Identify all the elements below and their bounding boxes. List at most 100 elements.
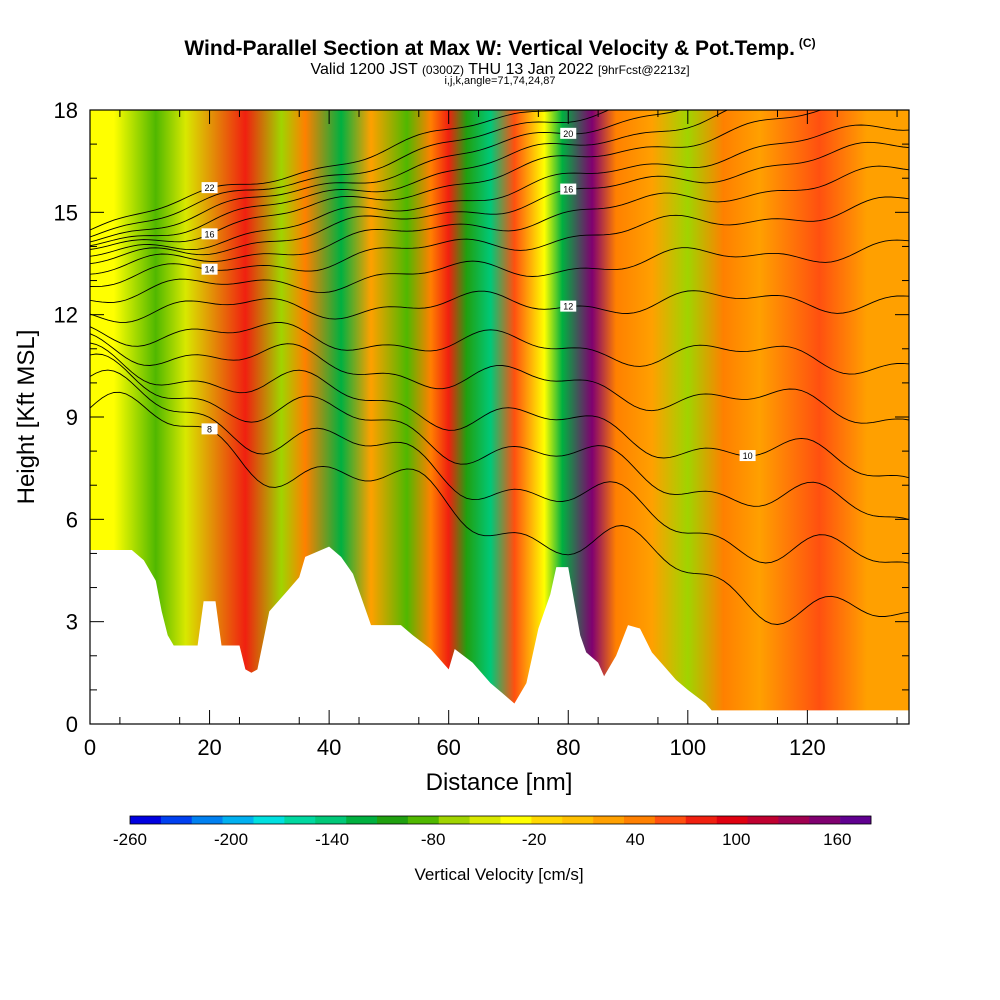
y-tick-label: 18 [54, 98, 78, 123]
velocity-field [90, 110, 909, 724]
theta-contour [90, 165, 909, 275]
theta-contour [90, 353, 909, 521]
colorbar-tick-label: 160 [823, 830, 851, 849]
contour-label: 16 [201, 228, 218, 240]
colorbar-swatch [624, 816, 656, 824]
chart-title-text: Wind-Parallel Section at Max W: Vertical… [184, 37, 795, 60]
x-tick-label: 80 [556, 735, 580, 760]
colorbar-swatch [747, 816, 779, 824]
colorbar-tick-label: -260 [113, 830, 147, 849]
x-tick-label: 100 [669, 735, 706, 760]
colorbar-tick-label: 40 [626, 830, 645, 849]
contour-label-text: 22 [205, 183, 215, 193]
colorbar-swatch [130, 816, 162, 824]
theta-contours: 8 10 12 14 16 16 20 22 [90, 110, 909, 625]
colorbar-title: Vertical Velocity [cm/s] [414, 865, 583, 884]
colorbar-swatch [346, 816, 378, 824]
theta-contour [90, 110, 682, 243]
theta-contour [90, 391, 909, 625]
section-params: i,j,k,angle=71,74,24,87 [444, 75, 556, 87]
theta-contour [90, 110, 610, 238]
contour-label-text: 16 [563, 185, 573, 195]
colorbar-swatch [438, 816, 470, 824]
y-tick-label: 3 [66, 610, 78, 635]
valid-time: Valid 1200 JST [310, 61, 418, 78]
colorbar-swatch [160, 816, 193, 824]
colorbar-swatch [377, 816, 409, 824]
colorbar-swatch [778, 816, 810, 824]
theta-contour [90, 322, 909, 375]
colorbar-swatch [500, 816, 532, 824]
x-tick-label: 120 [789, 735, 826, 760]
colorbar-tick-label: -140 [315, 830, 349, 849]
x-tick-label: 0 [84, 735, 96, 760]
colorbar-tick-label: -200 [214, 830, 248, 849]
y-tick-label: 0 [66, 712, 78, 737]
terrain [90, 546, 909, 724]
theta-contour [90, 196, 909, 288]
axes: 0 20 40 60 80 100 120 0 3 6 9 12 15 18 [54, 98, 909, 760]
valid-date: THU 13 Jan 2022 [468, 61, 594, 78]
copyright-mark: (C) [798, 36, 816, 50]
colorbar-swatch [562, 816, 594, 824]
y-tick-label: 15 [54, 200, 78, 225]
colorbar-swatch [654, 816, 687, 824]
contour-label: 14 [201, 263, 218, 275]
x-tick-label: 40 [317, 735, 341, 760]
chart-subtitle: Valid 1200 JST (0300Z) THU 13 Jan 2022 [… [0, 61, 1000, 79]
valid-utc: (0300Z) [421, 63, 464, 77]
velocity-field-fill [90, 110, 909, 724]
colorbar-tick-label: -20 [522, 830, 547, 849]
theta-contour [90, 110, 729, 247]
theta-contour [90, 110, 564, 231]
theta-contour [90, 239, 909, 303]
colorbar-tick-label: -80 [421, 830, 446, 849]
y-tick-label: 12 [54, 303, 78, 328]
theta-contour [90, 290, 909, 323]
x-tick-label: 20 [197, 735, 221, 760]
theta-contour [90, 333, 909, 424]
y-tick-label: 6 [66, 507, 78, 532]
colorbar-swatch [222, 816, 254, 824]
y-tick-label: 9 [66, 405, 78, 430]
contour-label-text: 10 [743, 451, 753, 461]
contour-label-text: 8 [207, 424, 212, 434]
contour-label: 12 [560, 300, 577, 312]
chart-title: Wind-Parallel Section at Max W: Vertical… [0, 36, 1000, 61]
x-axis-label: Distance [nm] [426, 769, 573, 796]
contour-label-text: 14 [205, 265, 215, 275]
colorbar-tick-label: 100 [722, 830, 750, 849]
x-tick-label: 60 [436, 735, 460, 760]
colorbar-swatch [531, 816, 563, 824]
colorbar-swatch [685, 816, 717, 824]
colorbar-swatch [469, 816, 501, 824]
theta-contour [90, 124, 909, 257]
contour-label: 20 [560, 127, 577, 139]
terrain-mask [90, 546, 909, 724]
contour-label: 10 [739, 450, 756, 462]
colorbar-swatch [809, 816, 841, 824]
colorbar-swatch [407, 816, 440, 824]
forecast-info: [9hrFcst@2213z] [597, 63, 690, 77]
colorbar-swatch [253, 816, 285, 824]
contour-label: 22 [201, 182, 218, 194]
colorbar-swatch [315, 816, 347, 824]
contour-label-text: 20 [563, 129, 573, 139]
contour-label: 16 [560, 183, 577, 195]
theta-contour [90, 141, 909, 265]
colorbar-swatch [191, 816, 223, 824]
colorbar-swatch [593, 816, 625, 824]
theta-contour [90, 110, 823, 250]
contour-label-text: 12 [563, 302, 573, 312]
colorbar-frame [129, 815, 872, 825]
theta-contour [90, 342, 909, 479]
colorbar-swatch [840, 816, 872, 824]
contour-label-text: 16 [205, 229, 215, 239]
y-axis-label: Height [Kft MSL] [13, 330, 40, 505]
contour-label: 8 [201, 423, 218, 435]
colorbar-swatch [716, 816, 748, 824]
colorbar-swatch [284, 816, 316, 824]
colorbar: -260 -200 -140 -80 -20 40 100 160 [113, 815, 872, 849]
theta-contour [90, 369, 909, 564]
